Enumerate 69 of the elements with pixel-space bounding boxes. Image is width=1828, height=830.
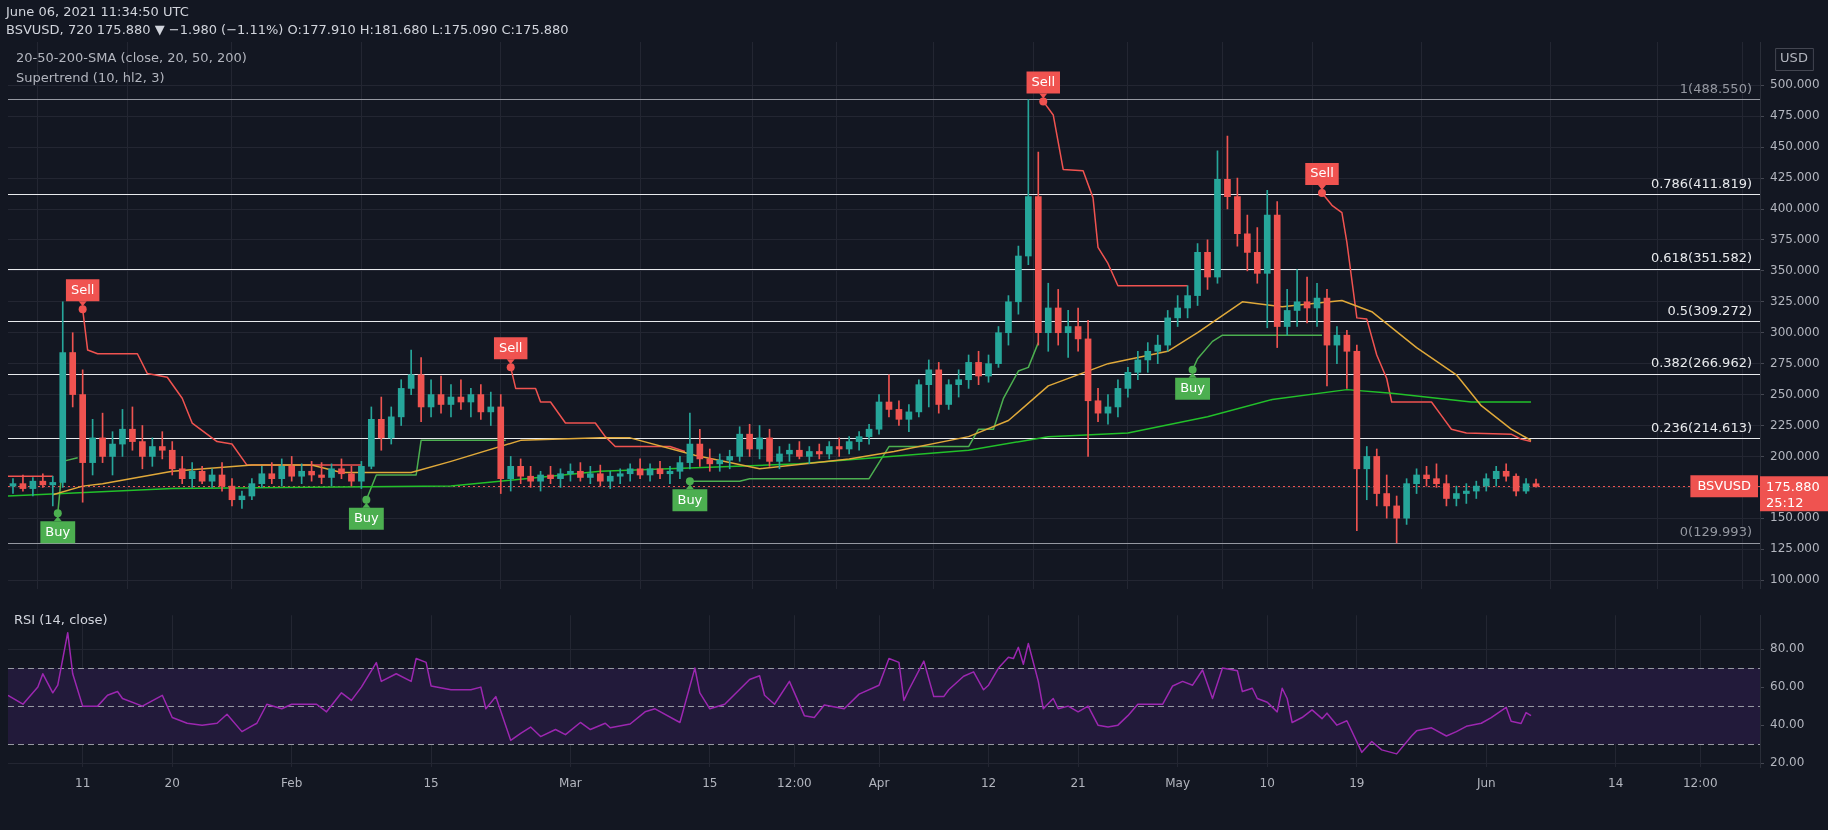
ref-line-label: 0.5(309.272) xyxy=(1667,302,1752,318)
y-tick-label: 100.000 xyxy=(1770,572,1820,587)
x-tick-label: 15 xyxy=(423,776,439,791)
x-tick-label: 12:00 xyxy=(777,776,812,791)
point xyxy=(685,477,694,486)
x-tick-label: Apr xyxy=(868,776,890,791)
annotation: Buy xyxy=(677,491,703,507)
point xyxy=(1318,188,1326,197)
x-tick-label: 12 xyxy=(980,776,997,791)
x-tick-label: 10 xyxy=(1259,776,1275,791)
y-tick-label: 375.000 xyxy=(1770,232,1820,247)
point xyxy=(362,495,371,504)
y-tick-label: 225.000 xyxy=(1770,417,1820,432)
point xyxy=(506,363,515,372)
ref-line-label: 0.618(351.582) xyxy=(1650,250,1752,266)
chart-subtitle: BSVUSD, 720 175.880 ▼ −1.980 (−1.11%) O:177.910 H:181.680 L:175.090 C:175.880 xyxy=(6,22,569,37)
x-tick-label: Feb xyxy=(281,776,303,791)
y-tick-label: 325.000 xyxy=(1770,293,1820,308)
annotation: 20-50-200-SMA (close, 20, 50, 200) xyxy=(16,50,247,66)
annotation: Buy xyxy=(353,510,380,526)
y-tick-label: 250.000 xyxy=(1770,386,1820,401)
x-tick-label: Jun xyxy=(1475,776,1496,791)
y-tick-label: 425.000 xyxy=(1770,170,1820,185)
annotation: Buy xyxy=(45,523,71,539)
x-tick-label: Mar xyxy=(559,776,582,791)
x-tick-label: 15 xyxy=(702,776,718,791)
ref-line-label: 0(129.993) xyxy=(1679,524,1752,540)
y-axis-title: USD xyxy=(1780,50,1808,66)
text: 175.880 xyxy=(1766,478,1820,494)
x-tick-label: 11 xyxy=(75,776,91,791)
ref-line-label: 0.382(266.962) xyxy=(1650,354,1752,370)
y-tick-label: 275.000 xyxy=(1770,355,1820,370)
y-tick-label: 150.000 xyxy=(1770,510,1820,525)
x-tick-label: 14 xyxy=(1608,776,1624,791)
point xyxy=(1188,365,1197,374)
y-tick-label: 300.000 xyxy=(1770,324,1820,339)
chart-title: June 06, 2021 11:34:50 UTC xyxy=(6,4,189,19)
ref-line-label: BSVUSD xyxy=(1697,477,1752,493)
y-tick-label: 400.000 xyxy=(1770,201,1820,216)
annotation: Sell xyxy=(1031,73,1056,89)
ref-line-label: 1(488.550) xyxy=(1679,80,1752,96)
y-tick-label: 125.000 xyxy=(1770,541,1820,556)
y-tick-label: 500.000 xyxy=(1770,77,1820,92)
ref-line-label: 0.236(214.613) xyxy=(1650,419,1752,435)
annotation: Sell xyxy=(498,339,523,355)
x-tick-label: 20 xyxy=(164,776,180,791)
annotation: Sell xyxy=(1310,165,1334,181)
y-tick-label: 40.00 xyxy=(1770,717,1805,732)
point xyxy=(78,305,87,314)
y-tick-label: 350.000 xyxy=(1770,262,1820,277)
y-tick-label: 200.000 xyxy=(1770,448,1820,463)
x-tick-label: 19 xyxy=(1349,776,1365,791)
text: 25:12 xyxy=(1766,494,1804,510)
y-tick-label: 80.00 xyxy=(1770,641,1805,656)
point xyxy=(1039,97,1048,106)
annotation: Supertrend (10, hl2, 3) xyxy=(16,70,165,86)
candlestick xyxy=(616,468,624,484)
point xyxy=(53,509,62,518)
annotation: Buy xyxy=(1180,380,1206,396)
annotation: Sell xyxy=(70,281,95,297)
y-tick-label: 60.00 xyxy=(1770,679,1805,694)
chart-title: RSI (14, close) xyxy=(14,612,108,627)
y-tick-label: 20.00 xyxy=(1770,755,1805,770)
x-tick-label: 12:00 xyxy=(1682,776,1718,791)
y-tick-label: 475.000 xyxy=(1770,108,1820,123)
y-tick-label: 450.000 xyxy=(1770,139,1820,154)
ref-line-label: 0.786(411.819) xyxy=(1650,175,1752,191)
x-tick-label: 21 xyxy=(1070,776,1086,791)
x-tick-label: May xyxy=(1165,776,1191,791)
